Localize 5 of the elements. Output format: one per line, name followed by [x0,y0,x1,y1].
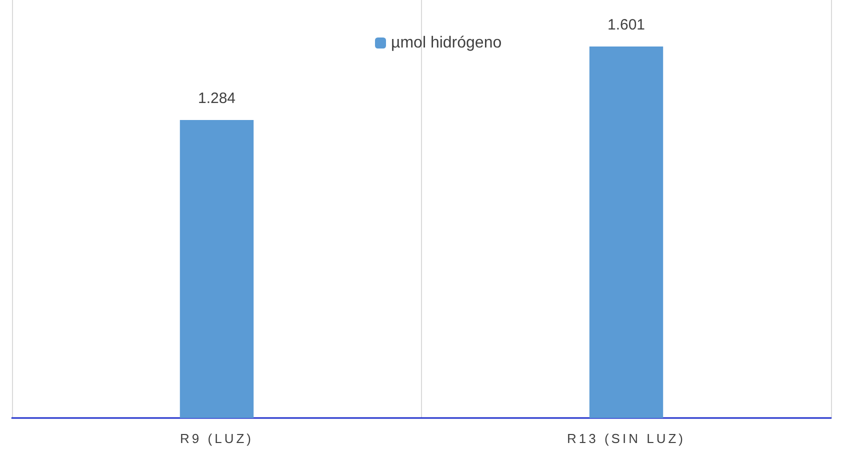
legend-label: µmol hidrógeno [391,34,502,52]
x-tick-label: R13 (SIN LUZ) [567,431,686,446]
x-tick-label: R9 (LUZ) [180,431,254,446]
data-label: 1.601 [607,16,646,34]
data-label: 1.284 [198,90,236,108]
